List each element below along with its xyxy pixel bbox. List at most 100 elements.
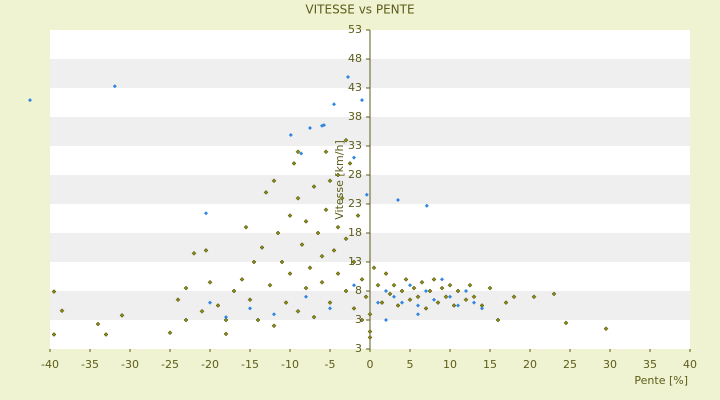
data-point [204, 211, 208, 216]
data-point [272, 312, 276, 317]
x-tick-label: 0 [367, 358, 374, 371]
data-point [367, 311, 373, 317]
data-point [335, 172, 341, 178]
data-point [391, 282, 397, 288]
y-tick-label: 43 [348, 81, 362, 94]
data-point [183, 317, 189, 323]
data-point [323, 207, 329, 213]
data-point [351, 306, 357, 311]
data-point [28, 98, 32, 103]
data-point [531, 294, 537, 300]
y-tick-label: 53 [348, 23, 362, 36]
data-point [311, 314, 317, 320]
y-tick-label: 3 [355, 342, 362, 355]
data-point [400, 300, 404, 305]
x-tick-label: 35 [643, 358, 657, 371]
data-point [320, 123, 324, 128]
x-tick-label: -35 [81, 358, 99, 371]
data-point [251, 259, 257, 265]
data-point [323, 149, 329, 155]
data-point [360, 98, 364, 103]
data-point [411, 285, 417, 291]
data-point [331, 248, 337, 253]
x-tick-label: 20 [523, 358, 537, 371]
x-tick-label: -5 [325, 358, 336, 371]
data-point [343, 236, 349, 242]
data-point [343, 288, 349, 294]
data-point [355, 213, 361, 218]
data-point [423, 306, 429, 311]
data-point [332, 102, 336, 107]
data-point [456, 303, 460, 308]
data-point [407, 297, 413, 303]
y-tick-label: 8 [355, 284, 362, 297]
data-point [308, 126, 312, 131]
data-point [471, 294, 477, 300]
data-point [487, 285, 493, 291]
data-point [167, 330, 173, 336]
data-point [215, 303, 221, 308]
data-point [304, 294, 308, 299]
data-point [295, 308, 301, 314]
x-tick-label: 10 [443, 358, 457, 371]
y-tick-label: 48 [348, 52, 362, 65]
y-axis-label: Vitesse [km/h] [333, 140, 346, 220]
data-point [51, 332, 57, 337]
data-point [384, 289, 388, 293]
data-point [327, 178, 333, 184]
data-point [112, 84, 117, 89]
data-point [311, 184, 317, 189]
data-point [346, 74, 350, 79]
data-point [416, 303, 420, 308]
data-point [208, 300, 212, 305]
data-point [239, 277, 245, 282]
data-point [392, 294, 396, 299]
data-point [371, 265, 377, 271]
data-point [396, 197, 400, 202]
x-axis-label: Pente [%] [634, 374, 688, 387]
x-tick-label: 5 [407, 358, 414, 371]
data-point [408, 283, 412, 288]
data-point [335, 271, 341, 276]
data-point [299, 151, 304, 156]
y-tick-label: 23 [348, 197, 362, 210]
x-tick-label: -30 [121, 358, 139, 371]
data-point [283, 300, 289, 305]
data-point [343, 137, 349, 143]
y-tick-label: 38 [348, 110, 362, 123]
data-point [223, 331, 229, 337]
data-point [403, 277, 409, 282]
data-point [451, 303, 457, 308]
y-tick-label: 3 [355, 313, 362, 326]
data-point [263, 190, 269, 195]
data-point [267, 282, 273, 288]
data-point [335, 224, 341, 230]
x-tick-label: -15 [241, 358, 259, 371]
data-point [432, 297, 436, 302]
data-point [347, 161, 353, 166]
data-point [183, 285, 189, 291]
data-point [275, 230, 281, 236]
x-tick-label: -25 [161, 358, 179, 371]
x-tick-label: 25 [563, 358, 577, 371]
data-point [367, 329, 373, 334]
data-point [59, 308, 65, 314]
y-tick-label: 18 [348, 226, 362, 239]
data-point [119, 313, 125, 318]
data-point [352, 155, 356, 160]
data-point [384, 318, 388, 322]
x-tick-label: -20 [201, 358, 219, 371]
x-tick-label: -10 [281, 358, 299, 371]
data-point [247, 297, 253, 303]
data-point [199, 308, 205, 314]
data-point [424, 203, 429, 208]
data-point [463, 297, 469, 303]
data-point [480, 306, 484, 311]
data-point [448, 294, 452, 299]
data-point [231, 288, 237, 294]
data-point [295, 195, 301, 201]
data-point [427, 288, 433, 294]
data-point [379, 300, 385, 305]
data-point [419, 279, 425, 285]
